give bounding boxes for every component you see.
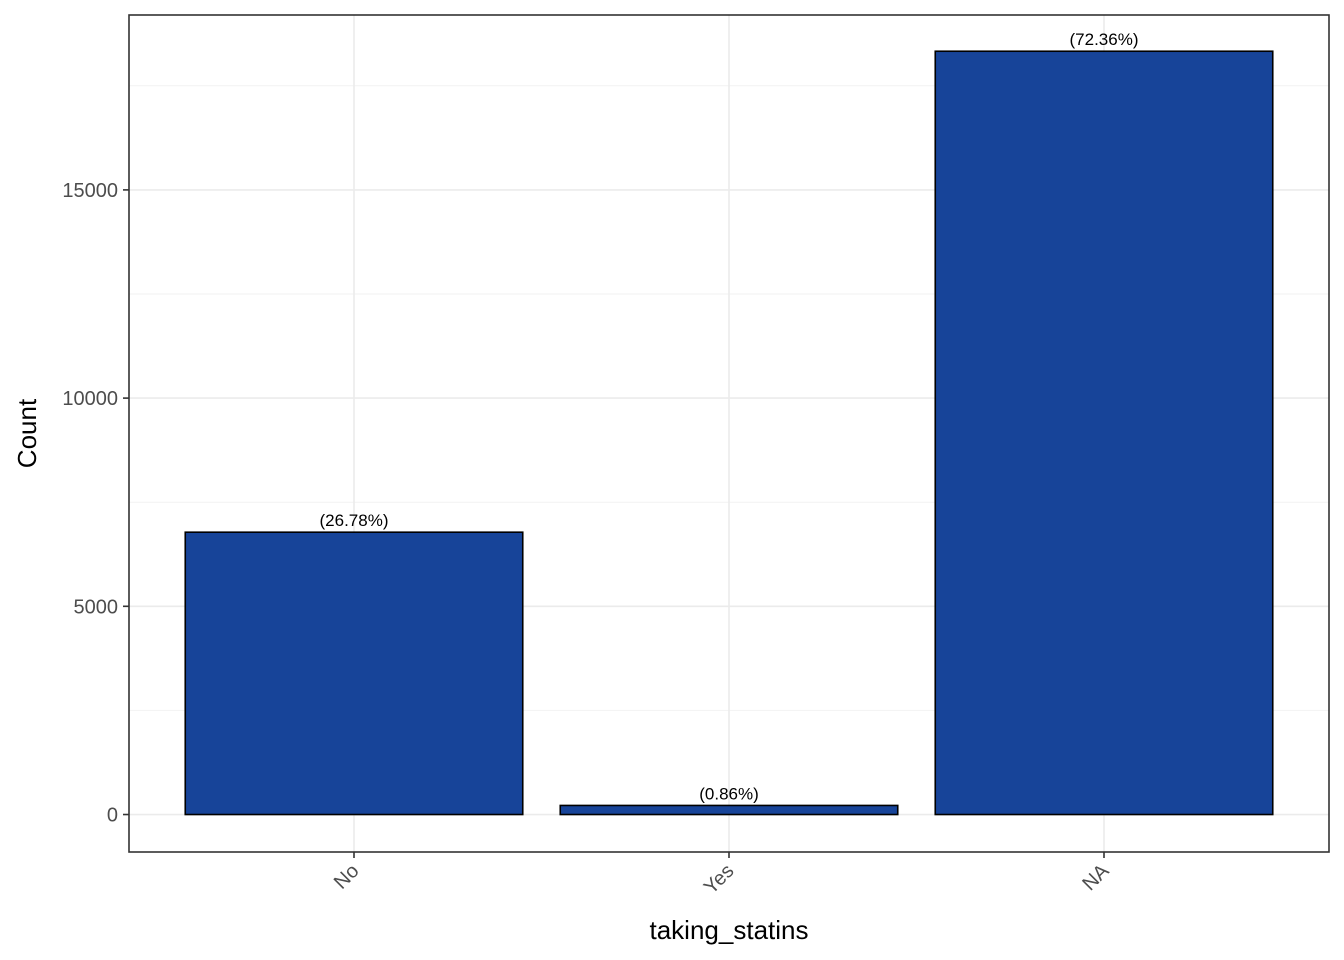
x-axis-ticks: No Yes NA [330, 852, 1114, 899]
y-tick-label: 10000 [62, 388, 118, 410]
y-tick-label: 15000 [62, 180, 118, 202]
y-tick-label: 0 [107, 805, 118, 827]
bar-labels: (26.78%) (0.86%) (72.36%) [320, 30, 1139, 803]
bar-value-label: (72.36%) [1070, 30, 1139, 49]
bar-value-label: (0.86%) [699, 784, 759, 803]
y-tick-label: 5000 [74, 596, 119, 618]
y-axis-ticks: 0 5000 10000 15000 [62, 180, 129, 827]
bars [184, 50, 1274, 816]
x-tick-label: NA [1078, 860, 1114, 896]
bar-na [934, 50, 1274, 816]
x-tick-label: No [330, 860, 364, 894]
bar-yes [559, 804, 899, 816]
x-axis-title: taking_statins [650, 915, 809, 945]
y-axis-title: Count [12, 398, 42, 468]
bar-no [184, 531, 524, 816]
x-tick-label: Yes [700, 860, 739, 899]
bar-value-label: (26.78%) [320, 511, 389, 530]
